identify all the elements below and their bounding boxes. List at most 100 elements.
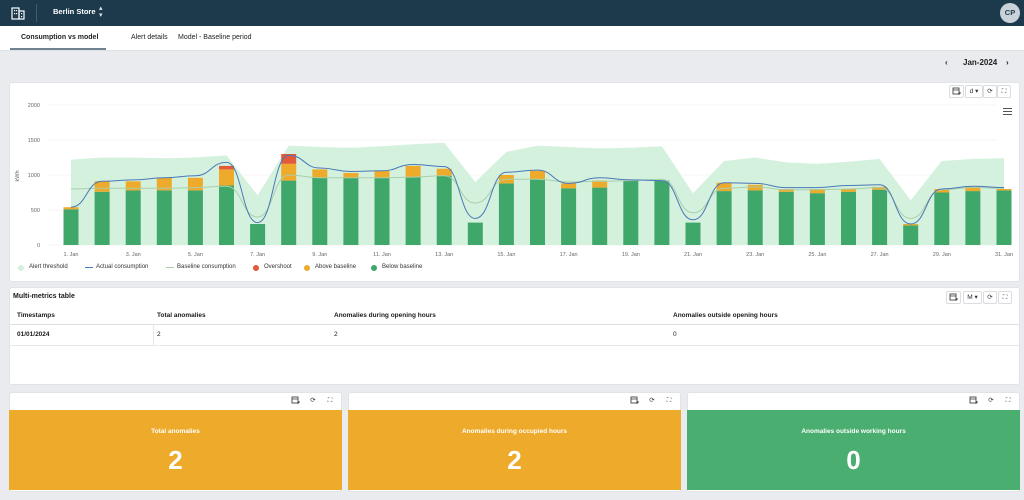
bar-above-baseline bbox=[94, 181, 110, 192]
bar-below-baseline bbox=[809, 193, 825, 245]
x-tick-label: 17. Jan bbox=[560, 252, 578, 258]
y-tick-label: 2000 bbox=[28, 103, 40, 109]
bar-above-baseline bbox=[747, 184, 763, 191]
bar-below-baseline bbox=[94, 191, 110, 245]
bar-below-baseline bbox=[778, 191, 794, 245]
expand-icon[interactable]: ⛶ bbox=[323, 395, 337, 408]
y-tick-label: 1500 bbox=[28, 138, 40, 144]
expand-icon[interactable]: ⛶ bbox=[662, 395, 676, 408]
calendar-edit-icon[interactable] bbox=[946, 291, 961, 304]
table-cell-total-anomalies: 2 bbox=[157, 331, 161, 338]
actual-consumption-line bbox=[70, 154, 1005, 225]
x-tick-label: 29. Jan bbox=[933, 252, 951, 258]
table-interval-dropdown[interactable]: M ▾ bbox=[963, 291, 982, 304]
refresh-icon[interactable]: ⟳ bbox=[645, 395, 659, 408]
bar-above-baseline bbox=[219, 169, 234, 186]
calendar-edit-icon[interactable] bbox=[967, 395, 981, 408]
refresh-icon[interactable]: ⟳ bbox=[984, 395, 998, 408]
x-tick-label: 31. Jan bbox=[995, 252, 1013, 258]
table-cell-timestamp: 01/01/2024 bbox=[17, 331, 50, 338]
interval-dropdown[interactable]: d ▾ bbox=[965, 85, 983, 98]
bar-below-baseline bbox=[996, 190, 1012, 245]
building-icon[interactable] bbox=[11, 6, 25, 20]
expand-icon[interactable]: ⛶ bbox=[1001, 395, 1015, 408]
bar-overshoot bbox=[281, 154, 297, 164]
user-avatar[interactable]: CP bbox=[1000, 3, 1020, 23]
x-tick-label: 21. Jan bbox=[684, 252, 702, 258]
x-tick-label: 13. Jan bbox=[435, 252, 453, 258]
refresh-icon[interactable]: ⟳ bbox=[983, 85, 997, 98]
bar-above-baseline bbox=[903, 224, 919, 226]
x-tick-label: 15. Jan bbox=[497, 252, 515, 258]
chevron-up-down-icon[interactable]: ▴ ▾ bbox=[99, 5, 103, 19]
bar-above-baseline bbox=[187, 177, 203, 191]
bar-below-baseline bbox=[654, 180, 670, 245]
x-tick-label: 19. Jan bbox=[622, 252, 640, 258]
bar-below-baseline bbox=[374, 177, 390, 245]
bar-below-baseline bbox=[343, 177, 359, 245]
baseline-consumption-line bbox=[70, 174, 1005, 219]
bar-below-baseline bbox=[250, 224, 266, 245]
bar-above-baseline bbox=[716, 182, 732, 192]
bar-below-baseline bbox=[498, 183, 514, 245]
refresh-icon[interactable]: ⟳ bbox=[306, 395, 320, 408]
bar-below-baseline bbox=[156, 190, 172, 245]
calendar-edit-icon[interactable] bbox=[289, 395, 303, 408]
tab-model-baseline-period[interactable]: Model - Baseline period bbox=[178, 34, 252, 41]
bar-above-baseline bbox=[592, 180, 608, 188]
tab-bar: Consumption vs model Alert details Model… bbox=[0, 26, 1024, 51]
bar-above-baseline bbox=[809, 189, 825, 194]
bar-below-baseline bbox=[592, 187, 608, 245]
previous-month-icon[interactable]: ‹ bbox=[945, 58, 948, 67]
occupied-hours-anomalies-card[interactable]: Anomalies during occupied hours 2 bbox=[348, 410, 681, 490]
calendar-edit-icon[interactable] bbox=[628, 395, 642, 408]
outside-working-hours-anomalies-card[interactable]: Anomalies outside working hours 0 bbox=[687, 410, 1020, 490]
active-tab-indicator bbox=[10, 48, 106, 50]
consumption-chart: 0 500 1000 1500 2000 kWh 1. Jan 3. Jan 5. Jan 7. … bbox=[15, 103, 1013, 258]
x-tick-label: 11. Jan bbox=[373, 252, 391, 258]
column-header-outside-opening-hours[interactable]: Anomalies outside opening hours bbox=[673, 312, 778, 319]
bar-above-baseline bbox=[872, 186, 888, 190]
card-value: 0 bbox=[846, 445, 861, 475]
bar-below-baseline bbox=[716, 191, 732, 245]
x-tick-label: 3. Jan bbox=[126, 252, 141, 258]
bar-below-baseline bbox=[561, 188, 577, 245]
bar-above-baseline bbox=[405, 165, 421, 178]
next-month-icon[interactable]: › bbox=[1006, 58, 1009, 67]
x-tick-label: 7. Jan bbox=[250, 252, 265, 258]
bar-overshoot bbox=[219, 165, 234, 170]
chart-menu-icon[interactable] bbox=[1003, 108, 1012, 116]
table-title: Multi-metrics table bbox=[13, 293, 75, 300]
column-header-opening-hours[interactable]: Anomalies during opening hours bbox=[334, 312, 436, 319]
calendar-edit-icon[interactable] bbox=[949, 85, 964, 98]
header-divider bbox=[36, 4, 37, 22]
bar-below-baseline bbox=[436, 175, 452, 245]
bar-above-baseline bbox=[125, 181, 141, 191]
bar-below-baseline bbox=[623, 180, 639, 245]
column-header-total-anomalies[interactable]: Total anomalies bbox=[157, 312, 206, 319]
total-anomalies-card[interactable]: Total anomalies 2 bbox=[9, 410, 342, 490]
expand-icon[interactable]: ⛶ bbox=[998, 291, 1012, 304]
table-cell-opening-hours: 2 bbox=[334, 331, 338, 338]
card-title: Anomalies during occupied hours bbox=[461, 428, 568, 435]
bar-below-baseline bbox=[125, 190, 141, 245]
table-cell-outside-opening-hours: 0 bbox=[673, 331, 677, 338]
bar-above-baseline bbox=[312, 169, 328, 178]
refresh-icon[interactable]: ⟳ bbox=[983, 291, 997, 304]
month-label: Jan-2024 bbox=[963, 58, 998, 67]
tab-consumption-vs-model[interactable]: Consumption vs model bbox=[21, 34, 99, 41]
bar-above-baseline bbox=[156, 177, 172, 191]
card-title: Anomalies outside working hours bbox=[801, 428, 906, 435]
bar-above-baseline bbox=[436, 168, 452, 176]
x-tick-label: 23. Jan bbox=[746, 252, 764, 258]
y-tick-label: 1000 bbox=[28, 173, 40, 179]
bar-above-baseline bbox=[934, 189, 950, 193]
y-tick-label: 0 bbox=[37, 243, 40, 249]
bar-below-baseline bbox=[530, 179, 545, 245]
store-selector-label[interactable]: Berlin Store bbox=[53, 7, 96, 16]
tab-alert-details[interactable]: Alert details bbox=[131, 34, 168, 41]
expand-icon[interactable]: ⛶ bbox=[997, 85, 1011, 98]
column-header-timestamps[interactable]: Timestamps bbox=[17, 312, 55, 319]
bar-above-baseline bbox=[63, 207, 79, 210]
bar-above-baseline bbox=[561, 183, 577, 189]
